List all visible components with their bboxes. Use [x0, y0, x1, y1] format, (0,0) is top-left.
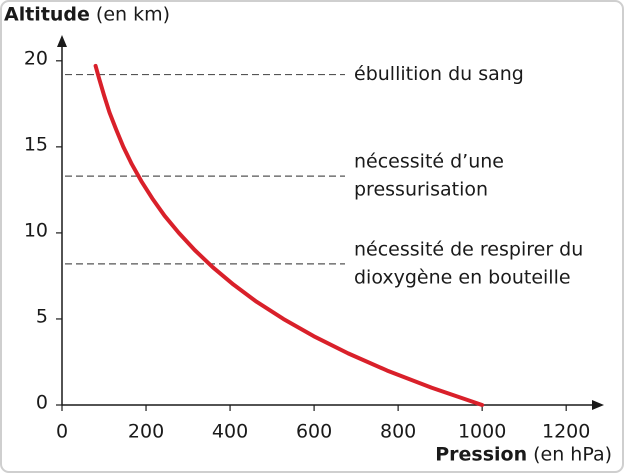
y-tick-label: 5: [36, 305, 48, 327]
x-tick-label: 200: [128, 421, 164, 443]
data-line: [93, 63, 485, 407]
y-tick-label: 20: [24, 47, 48, 69]
x-tick-label: 1200: [542, 421, 590, 443]
annotation-text: pressurisation: [354, 179, 488, 201]
x-tick-label: 800: [380, 421, 416, 443]
annotation-text: dioxygène en bouteille: [354, 266, 571, 288]
y-tick-label: 10: [24, 219, 48, 241]
annotation-text: ébullition du sang: [354, 63, 524, 85]
y-tick-label: 0: [36, 392, 48, 414]
x-axis-label: Pression: [435, 444, 527, 466]
annotation-text: nécessité d’une: [354, 151, 504, 173]
y-axis-unit: (en km): [96, 4, 170, 26]
x-axis-arrow: [592, 400, 604, 410]
x-tick-label: 1000: [458, 421, 506, 443]
y-axis-arrow: [57, 35, 67, 47]
x-tick-label: 600: [296, 421, 332, 443]
y-tick-label: 15: [24, 133, 48, 155]
x-tick-label: 0: [56, 421, 68, 443]
x-tick-label: 400: [212, 421, 248, 443]
annotation-text: nécessité de respirer du: [354, 238, 583, 260]
y-axis-label: Altitude: [4, 4, 90, 26]
x-axis-unit: (en hPa): [533, 444, 612, 466]
